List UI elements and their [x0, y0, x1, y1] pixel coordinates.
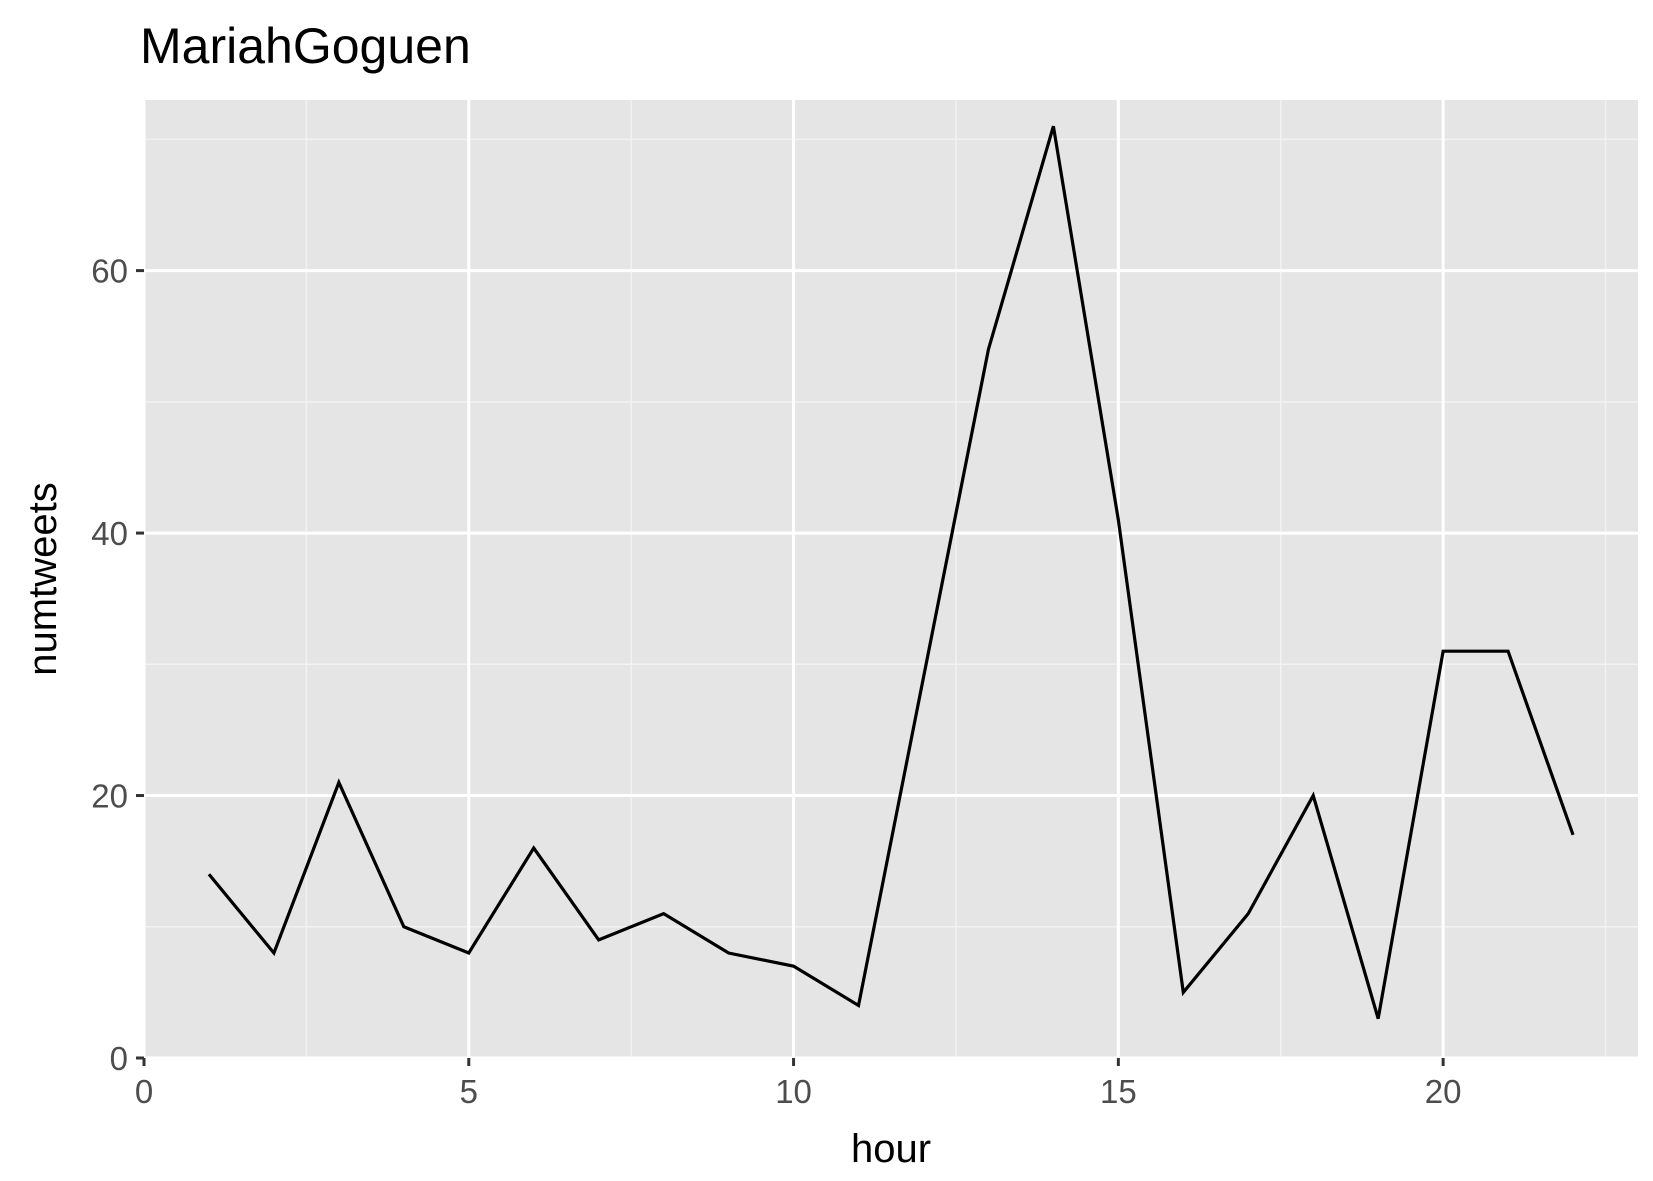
- plot-panel: [144, 100, 1638, 1058]
- x-tick-label: 20: [1425, 1073, 1462, 1110]
- y-tick-label: 60: [91, 253, 128, 290]
- major-gridlines: [142, 100, 1638, 1060]
- minor-gridlines: [144, 100, 1638, 1058]
- y-axis: 0 20 40 60: [91, 253, 144, 1077]
- x-tick-label: 0: [135, 1073, 153, 1110]
- x-axis-title: hour: [851, 1127, 931, 1171]
- series-line: [207, 125, 1575, 1020]
- y-axis-title: numtweets: [21, 482, 65, 675]
- x-tick-label: 5: [460, 1073, 478, 1110]
- chart-title: MariahGoguen: [140, 18, 471, 74]
- x-tick-label: 10: [775, 1073, 812, 1110]
- y-tick-label: 0: [110, 1040, 128, 1077]
- y-tick-label: 20: [91, 778, 128, 815]
- x-axis: 0 5 10 15 20: [135, 1058, 1462, 1110]
- y-tick-label: 40: [91, 515, 128, 552]
- x-tick-label: 15: [1100, 1073, 1137, 1110]
- data-series: [207, 125, 1575, 1020]
